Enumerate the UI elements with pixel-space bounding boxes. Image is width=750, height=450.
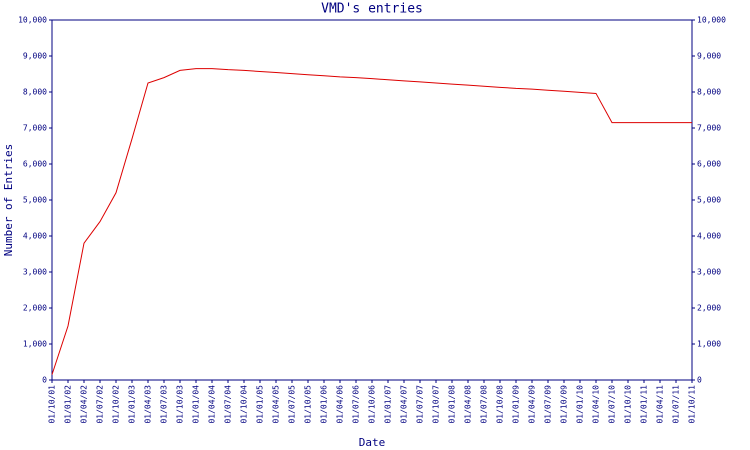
- x-tick-label: 01/10/03: [176, 385, 185, 424]
- x-tick-label: 01/04/07: [400, 385, 409, 424]
- x-tick-label: 01/07/05: [288, 385, 297, 424]
- x-tick-label: 01/01/05: [256, 385, 265, 424]
- x-tick-label: 01/10/10: [624, 385, 633, 424]
- x-tick-label: 01/07/09: [544, 385, 553, 424]
- x-tick-label: 01/07/08: [480, 385, 489, 424]
- x-tick-label: 01/10/09: [560, 385, 569, 424]
- y2-tick-label: 10,000: [697, 16, 726, 25]
- x-tick-label: 01/04/11: [656, 385, 665, 424]
- x-tick-label: 01/01/09: [512, 385, 521, 424]
- x-tick-label: 01/01/08: [448, 385, 457, 424]
- x-tick-label: 01/01/11: [640, 385, 649, 424]
- x-tick-label: 01/04/08: [464, 385, 473, 424]
- y-tick-label: 4,000: [23, 232, 47, 241]
- x-tick-label: 01/07/02: [96, 385, 105, 424]
- y2-tick-label: 0: [697, 376, 702, 385]
- y2-tick-label: 6,000: [697, 160, 721, 169]
- y-tick-label: 3,000: [23, 268, 47, 277]
- y-tick-label: 8,000: [23, 88, 47, 97]
- y2-tick-label: 4,000: [697, 232, 721, 241]
- y-tick-label: 1,000: [23, 340, 47, 349]
- x-tick-label: 01/07/04: [224, 385, 233, 424]
- y-tick-label: 2,000: [23, 304, 47, 313]
- x-tick-label: 01/10/01: [48, 385, 57, 424]
- x-tick-label: 01/04/09: [528, 385, 537, 424]
- x-tick-label: 01/04/04: [208, 385, 217, 424]
- x-tick-label: 01/10/08: [496, 385, 505, 424]
- x-tick-label: 01/10/02: [112, 385, 121, 424]
- x-tick-label: 01/04/03: [144, 385, 153, 424]
- y-axis-label: Number of Entries: [2, 144, 15, 257]
- x-tick-label: 01/10/05: [304, 385, 313, 424]
- x-tick-label: 01/10/04: [240, 385, 249, 424]
- x-tick-label: 01/07/10: [608, 385, 617, 424]
- x-tick-label: 01/04/02: [80, 385, 89, 424]
- x-tick-label: 01/10/07: [432, 385, 441, 424]
- y2-tick-label: 2,000: [697, 304, 721, 313]
- x-tick-label: 01/01/02: [64, 385, 73, 424]
- y2-tick-label: 1,000: [697, 340, 721, 349]
- y-tick-label: 7,000: [23, 124, 47, 133]
- y-tick-label: 9,000: [23, 52, 47, 61]
- x-tick-label: 01/10/11: [688, 385, 697, 424]
- x-tick-label: 01/10/06: [368, 385, 377, 424]
- y2-tick-label: 5,000: [697, 196, 721, 205]
- x-tick-label: 01/07/06: [352, 385, 361, 424]
- y2-tick-label: 9,000: [697, 52, 721, 61]
- x-tick-label: 01/01/04: [192, 385, 201, 424]
- y-tick-label: 5,000: [23, 196, 47, 205]
- x-tick-label: 01/07/07: [416, 385, 425, 424]
- line-series: [51, 68, 692, 375]
- x-tick-label: 01/01/07: [384, 385, 393, 424]
- x-tick-label: 01/04/10: [592, 385, 601, 424]
- x-tick-label: 01/01/10: [576, 385, 585, 424]
- x-tick-label: 01/01/03: [128, 385, 137, 424]
- x-tick-label: 01/04/06: [336, 385, 345, 424]
- y-tick-label: 10,000: [18, 16, 47, 25]
- x-tick-label: 01/07/03: [160, 385, 169, 424]
- chart-title: VMD's entries: [321, 2, 423, 17]
- y-tick-label: 0: [42, 376, 47, 385]
- y-tick-label: 6,000: [23, 160, 47, 169]
- x-tick-label: 01/01/06: [320, 385, 329, 424]
- y2-tick-label: 8,000: [697, 88, 721, 97]
- x-tick-label: 01/07/11: [672, 385, 681, 424]
- x-axis-label: Date: [359, 436, 386, 449]
- y2-tick-label: 7,000: [697, 124, 721, 133]
- x-tick-label: 01/04/05: [272, 385, 281, 424]
- y2-tick-label: 3,000: [697, 268, 721, 277]
